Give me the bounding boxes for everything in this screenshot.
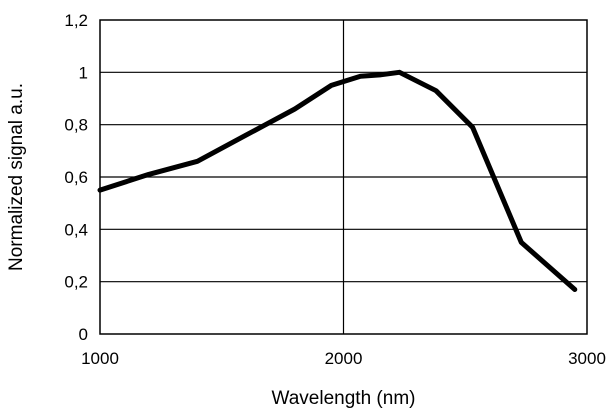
y-tick-label: 0,4	[64, 220, 88, 239]
x-tick-label: 3000	[568, 349, 606, 368]
y-tick-label: 0,8	[64, 116, 88, 135]
grid-lines	[100, 20, 587, 334]
x-tick-label: 1000	[81, 349, 119, 368]
plot-area-border	[99, 19, 588, 335]
x-tick-label: 2000	[325, 349, 363, 368]
series-layer	[97, 69, 578, 292]
series-line-0	[97, 69, 578, 292]
y-tick-label: 1	[79, 63, 88, 82]
y-tick-label: 0,6	[64, 168, 88, 187]
y-tick-label: 0,2	[64, 273, 88, 292]
y-tick-label: 1,2	[64, 11, 88, 30]
x-axis-tick-labels: 1000 2000 3000	[81, 349, 606, 368]
x-axis-title: Wavelength (nm)	[272, 388, 416, 409]
y-axis-tick-labels: 0 0,2 0,4 0,6 0,8 1 1,2	[64, 11, 88, 344]
y-axis-title: Normalized signal a.u.	[6, 83, 27, 271]
y-tick-label: 0	[79, 325, 88, 344]
